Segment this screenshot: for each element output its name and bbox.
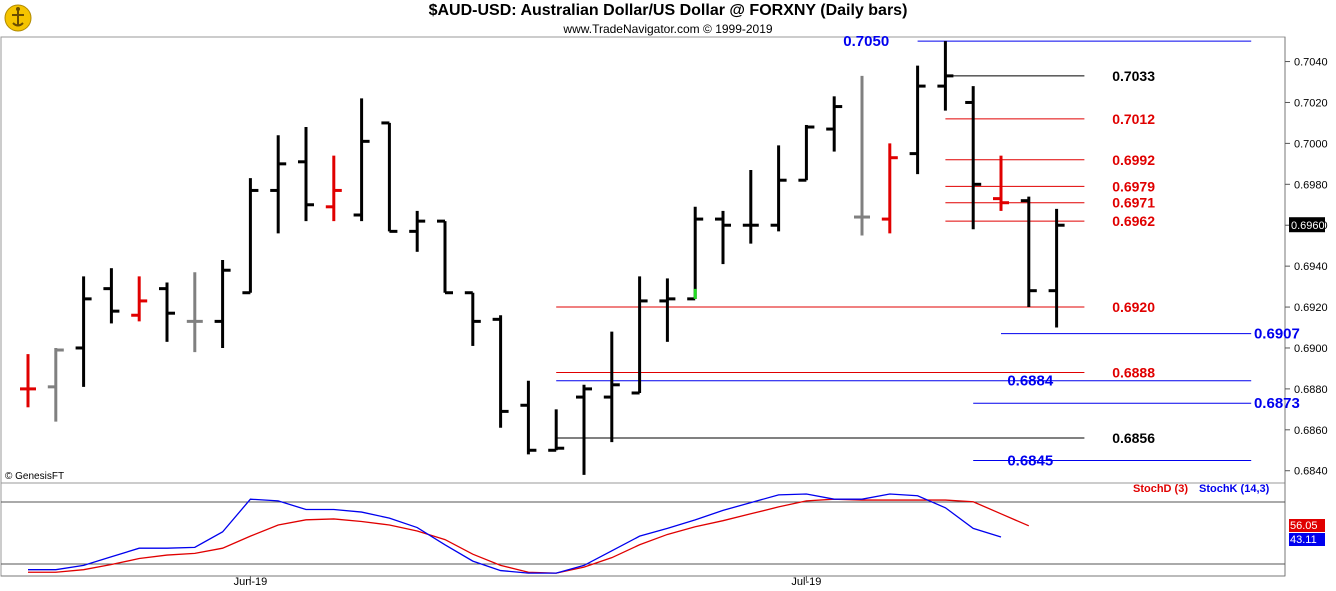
- level-label: 0.6873: [1254, 395, 1300, 412]
- level-label: 0.6979: [1112, 178, 1155, 194]
- chart-subtitle: www.TradeNavigator.com © 1999-2019: [563, 22, 773, 36]
- last-price-label: 0.6960: [1291, 220, 1325, 232]
- level-label: 0.6888: [1112, 365, 1155, 381]
- level-label: 0.7033: [1112, 68, 1155, 84]
- level-label: 0.6907: [1254, 326, 1300, 343]
- chart-title: $AUD-USD: Australian Dollar/US Dollar @ …: [428, 2, 908, 19]
- y-tick-label: 0.6860: [1294, 425, 1328, 437]
- watermark: © GenesisFT: [5, 471, 64, 482]
- indicator-panel-frame: [0, 482, 1286, 577]
- y-tick-label: 0.7020: [1294, 97, 1328, 109]
- y-tick-label: 0.7040: [1294, 57, 1328, 69]
- level-label: 0.6920: [1112, 299, 1155, 315]
- level-label: 0.6992: [1112, 152, 1155, 168]
- price-panel-frame: [0, 36, 1286, 484]
- x-tick-label: Jul-19: [791, 576, 821, 588]
- stoch-line: [28, 493, 1002, 574]
- level-label: 0.6884: [1007, 373, 1054, 390]
- indicator-legend-entry: StochD (3): [1133, 483, 1188, 495]
- level-label: 0.7050: [843, 33, 889, 50]
- level-label: 0.7012: [1112, 111, 1155, 127]
- stoch-last-value-label: 43.11: [1290, 534, 1317, 546]
- last-price-box: [1289, 217, 1325, 233]
- stoch-line: [28, 498, 1030, 574]
- level-label: 0.6856: [1112, 430, 1155, 446]
- x-tick-label: Jun-19: [234, 576, 268, 588]
- y-tick-label: 0.6880: [1294, 384, 1328, 396]
- y-tick-label: 0.6840: [1294, 466, 1328, 478]
- level-label: 0.6971: [1112, 195, 1155, 211]
- trade-navigator-logo-icon: [4, 4, 32, 32]
- stoch-last-value-box: [1289, 519, 1325, 532]
- level-label: 0.6845: [1007, 452, 1053, 469]
- y-tick-label: 0.6940: [1294, 261, 1328, 273]
- y-tick-label: 0.6980: [1294, 179, 1328, 191]
- y-tick-label: 0.6920: [1294, 302, 1328, 314]
- stoch-last-value-box: [1289, 533, 1325, 546]
- y-tick-label: 0.6900: [1294, 343, 1328, 355]
- level-label: 0.6962: [1112, 213, 1155, 229]
- y-tick-label: 0.7000: [1294, 138, 1328, 150]
- stoch-last-value-label: 56.05: [1290, 520, 1318, 532]
- indicator-legend-entry: StochK (14,3): [1199, 483, 1270, 495]
